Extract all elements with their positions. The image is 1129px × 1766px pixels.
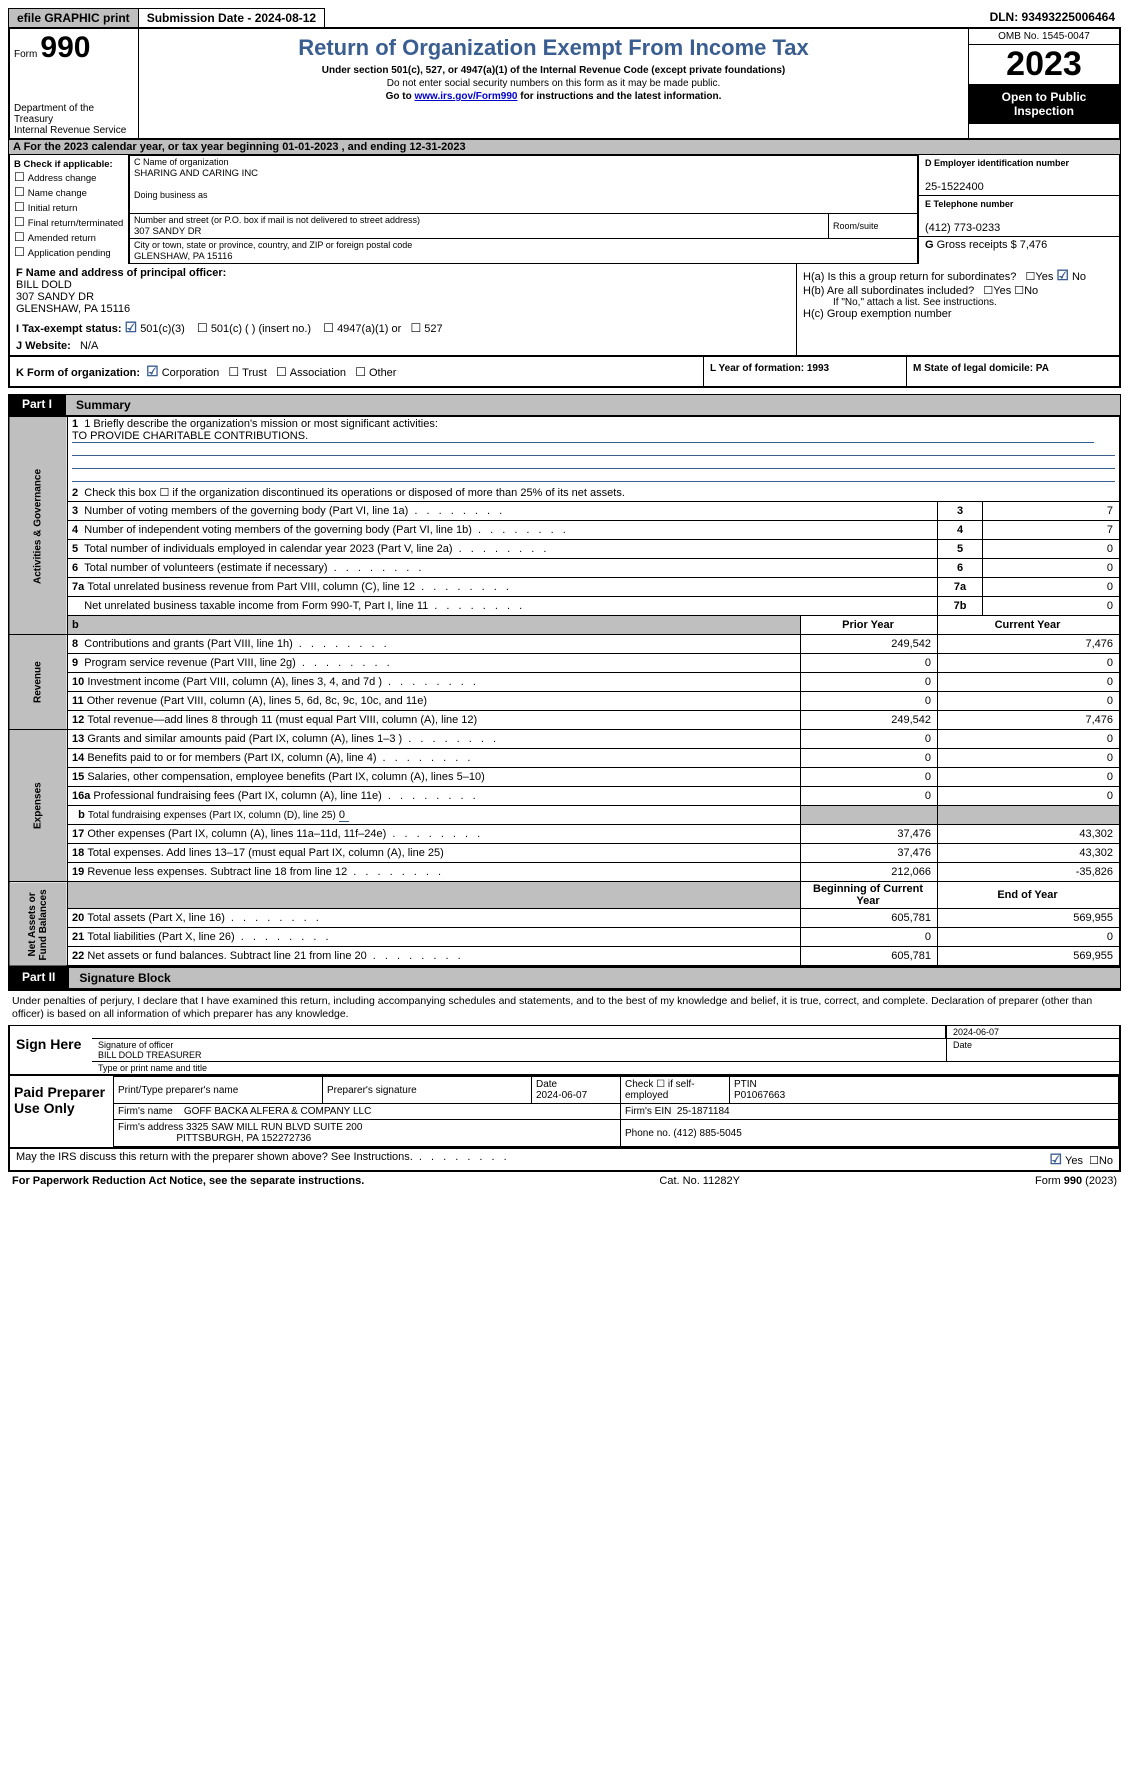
discuss-yes[interactable] xyxy=(1049,1155,1065,1167)
submission-date: Submission Date - 2024-08-12 xyxy=(138,8,325,28)
tax-year: 2023 xyxy=(969,45,1119,84)
irs-link[interactable]: www.irs.gov/Form990 xyxy=(414,91,517,102)
perjury-text: Under penalties of perjury, I declare th… xyxy=(8,989,1121,1025)
form-title: Return of Organization Exempt From Incom… xyxy=(147,35,960,61)
summary-table: Activities & Governance 1 1 Briefly desc… xyxy=(8,416,1121,967)
mission-text: TO PROVIDE CHARITABLE CONTRIBUTIONS. xyxy=(72,430,1094,443)
row-klm: K Form of organization: Corporation Trus… xyxy=(8,357,1121,388)
efile-print-button[interactable]: efile GRAPHIC print xyxy=(8,8,139,28)
form-number: 990 xyxy=(40,31,90,64)
discuss-row: May the IRS discuss this return with the… xyxy=(8,1149,1121,1172)
info-grid: B Check if applicable: Address change Na… xyxy=(8,155,1121,264)
section-netassets: Net Assets or Fund Balances xyxy=(9,882,68,967)
row-fghj: F Name and address of principal officer:… xyxy=(8,264,1121,357)
section-revenue: Revenue xyxy=(9,635,68,730)
sign-block: Sign Here 2024-06-07 Signature of office… xyxy=(8,1025,1121,1076)
officer-name: BILL DOLD TREASURER xyxy=(98,1050,202,1060)
chk-527[interactable] xyxy=(410,323,424,335)
ssn-note: Do not enter social security numbers on … xyxy=(147,78,960,89)
box-i: I Tax-exempt status: 501(c)(3) 501(c) ( … xyxy=(16,319,790,336)
chk-address[interactable]: Address change xyxy=(14,170,124,184)
chk-final[interactable]: Final return/terminated xyxy=(14,215,124,229)
chk-pending[interactable]: Application pending xyxy=(14,245,124,259)
ein: 25-1522400 xyxy=(925,181,984,193)
preparer-block: Paid Preparer Use Only Print/Type prepar… xyxy=(8,1076,1121,1149)
page-footer: For Paperwork Reduction Act Notice, see … xyxy=(8,1173,1121,1189)
omb-number: OMB No. 1545-0047 xyxy=(969,29,1119,45)
chk-501c3[interactable] xyxy=(125,323,141,335)
chk-other[interactable] xyxy=(355,367,369,379)
part1-header: Part I Summary xyxy=(8,394,1121,416)
box-deg: D Employer identification number25-15224… xyxy=(918,155,1119,264)
phone: (412) 773-0233 xyxy=(925,222,1000,234)
section-governance: Activities & Governance xyxy=(9,417,68,635)
form-word: Form xyxy=(14,49,37,60)
form-subtitle: Under section 501(c), 527, or 4947(a)(1)… xyxy=(147,65,960,76)
chk-name[interactable]: Name change xyxy=(14,185,124,199)
tax-year-row: A For the 2023 calendar year, or tax yea… xyxy=(8,140,1121,155)
box-l: L Year of formation: 1993 xyxy=(703,357,906,386)
firm-name: GOFF BACKA ALFERA & COMPANY LLC xyxy=(184,1106,371,1117)
chk-corp[interactable] xyxy=(146,367,162,379)
chk-initial[interactable]: Initial return xyxy=(14,200,124,214)
box-m: M State of legal domicile: PA xyxy=(906,357,1119,386)
org-street: 307 SANDY DR xyxy=(134,226,201,237)
dept-label: Department of the TreasuryInternal Reven… xyxy=(14,103,134,136)
box-h: H(a) Is this a group return for subordin… xyxy=(797,264,1119,355)
gross-receipts: Gross receipts $ 7,476 xyxy=(937,239,1048,251)
chk-amended[interactable]: Amended return xyxy=(14,230,124,244)
dln-label: DLN: 93493225006464 xyxy=(984,8,1121,28)
top-bar: efile GRAPHIC print Submission Date - 20… xyxy=(8,8,1121,28)
chk-4947[interactable] xyxy=(323,323,337,335)
chk-assoc[interactable] xyxy=(276,367,290,379)
form-header: Form 990 Department of the TreasuryInter… xyxy=(8,28,1121,140)
box-f: F Name and address of principal officer:… xyxy=(16,267,790,315)
org-city: GLENSHAW, PA 15116 xyxy=(134,251,233,262)
box-k: K Form of organization: Corporation Trus… xyxy=(10,357,703,386)
org-name: SHARING AND CARING INC xyxy=(134,168,258,179)
open-public: Open to Public Inspection xyxy=(969,84,1119,124)
goto-note: Go to www.irs.gov/Form990 for instructio… xyxy=(147,91,960,102)
section-expenses: Expenses xyxy=(9,730,68,882)
box-j: J Website: N/A xyxy=(16,340,790,352)
chk-501c[interactable] xyxy=(197,323,211,335)
part2-header: Part II Signature Block xyxy=(8,967,1121,989)
box-c: C Name of organizationSHARING AND CARING… xyxy=(129,155,918,264)
chk-trust[interactable] xyxy=(228,367,242,379)
box-b: B Check if applicable: Address change Na… xyxy=(10,155,129,264)
